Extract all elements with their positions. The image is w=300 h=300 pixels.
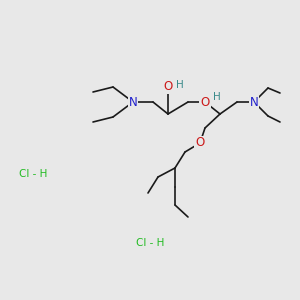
Text: O: O xyxy=(195,136,205,149)
Text: O: O xyxy=(164,80,172,94)
Text: Cl - H: Cl - H xyxy=(136,238,164,248)
Text: O: O xyxy=(200,95,210,109)
Text: N: N xyxy=(129,95,137,109)
Text: H: H xyxy=(176,80,184,90)
Text: H: H xyxy=(213,92,221,102)
Text: Cl - H: Cl - H xyxy=(19,169,47,179)
Text: N: N xyxy=(250,95,258,109)
